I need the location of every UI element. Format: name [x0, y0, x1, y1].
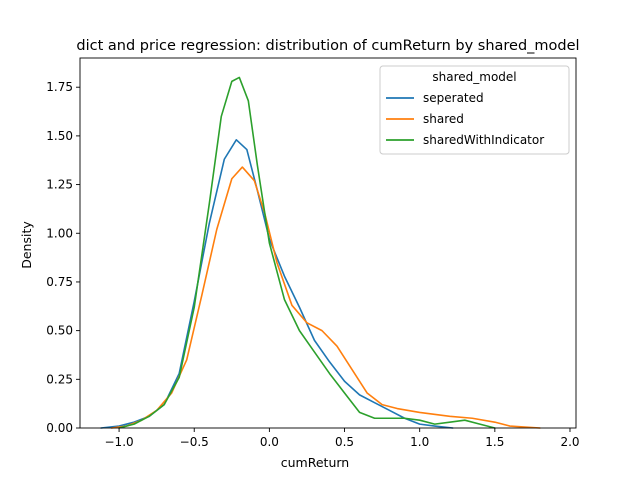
- y-tick-label: 0.00: [46, 421, 73, 435]
- x-tick-label: 0.5: [335, 435, 354, 449]
- x-axis-label: cumReturn: [281, 455, 349, 470]
- x-tick-label: 0.0: [260, 435, 279, 449]
- x-tick-label: −0.5: [180, 435, 209, 449]
- axes-frame: [79, 57, 577, 429]
- y-tick-label: 0.50: [46, 324, 73, 338]
- legend-box: [379, 65, 570, 155]
- series-line-sharedWithIndicator: [118, 76, 496, 429]
- legend-title: shared_model: [432, 70, 516, 84]
- series-line-seperated: [100, 138, 454, 429]
- y-tick-label: 0.25: [46, 372, 73, 386]
- y-tick-label: 0.75: [46, 275, 73, 289]
- x-tick-label: 1.0: [410, 435, 429, 449]
- legend-label-seperated: seperated: [423, 91, 484, 105]
- y-axis-label: Density: [19, 221, 34, 269]
- y-tick-label: 1.25: [46, 178, 73, 192]
- y-tick-label: 1.75: [46, 80, 73, 94]
- chart-title: dict and price regression: distribution …: [76, 38, 579, 54]
- legend-label-shared: shared: [423, 112, 464, 126]
- y-tick-label: 1.50: [46, 129, 73, 143]
- legend-label-sharedWithIndicator: sharedWithIndicator: [423, 133, 544, 147]
- legend: shared_model seperated shared sharedWithInd…: [379, 65, 570, 155]
- y-tick-label: 1.00: [46, 226, 73, 240]
- series-line-shared: [110, 166, 541, 429]
- x-tick-label: −1.0: [105, 435, 134, 449]
- plot-area: −1.0 −0.5 0.0 0.5 1.0 1.5 2.0 0.00 0.25 0.50 0.75 1…: [46, 57, 580, 449]
- x-tick-label: 1.5: [485, 435, 504, 449]
- x-tick-label: 2.0: [560, 435, 579, 449]
